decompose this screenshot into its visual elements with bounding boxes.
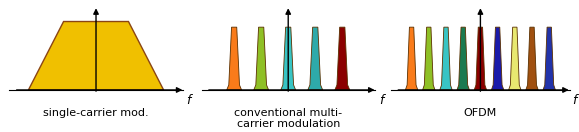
Polygon shape — [440, 27, 452, 90]
Polygon shape — [308, 27, 323, 90]
Polygon shape — [543, 27, 555, 90]
Text: f: f — [573, 94, 577, 107]
Text: conventional multi-
carrier modulation: conventional multi- carrier modulation — [234, 108, 342, 129]
Polygon shape — [405, 27, 418, 90]
Polygon shape — [457, 27, 470, 90]
Polygon shape — [474, 27, 486, 90]
Text: f: f — [186, 94, 191, 107]
Polygon shape — [28, 22, 164, 90]
Polygon shape — [281, 27, 296, 90]
Polygon shape — [335, 27, 350, 90]
Polygon shape — [508, 27, 521, 90]
Polygon shape — [492, 27, 504, 90]
Text: single-carrier mod.: single-carrier mod. — [43, 108, 149, 118]
Polygon shape — [423, 27, 435, 90]
Polygon shape — [227, 27, 241, 90]
Polygon shape — [526, 27, 538, 90]
Text: OFDM: OFDM — [464, 108, 497, 118]
Text: f: f — [379, 94, 383, 107]
Polygon shape — [254, 27, 269, 90]
